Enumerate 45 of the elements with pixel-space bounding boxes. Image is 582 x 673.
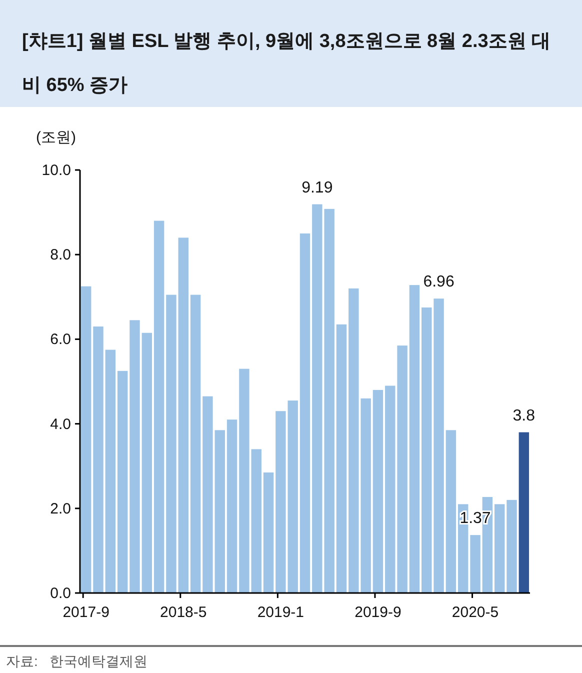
bar [336,324,347,593]
bar [202,396,213,593]
bar [446,430,456,593]
text: 자료: 한국예탁결제원 [6,653,149,671]
y-tick-label: 2.0 [50,500,71,518]
x-tick-label: 2019-9 [354,604,402,621]
bar [105,350,116,593]
bar [166,294,176,593]
y-tick-label: 4.0 [50,416,71,433]
bar [190,294,201,593]
bar [506,500,517,593]
bar [117,370,128,593]
bar [518,432,530,593]
bar [178,238,188,593]
bar [494,504,505,593]
bar [263,472,274,593]
bar [226,420,238,593]
bar [300,233,310,593]
data-label: 1.37 [460,510,491,528]
y-tick-label: 10.0 [42,162,71,179]
bar [434,298,444,593]
bar [422,307,432,593]
data-label: 3.8 [512,407,536,424]
data-label: 6.96 [423,274,454,291]
bar [385,386,396,593]
bar [397,346,408,593]
bar [130,320,140,593]
bar [154,220,164,593]
y-axis-title: (조원) [36,129,76,146]
x-tick-label: 2020-5 [452,604,499,621]
bar [470,535,480,593]
bar [409,285,420,593]
y-tick-label: 0.0 [50,585,71,602]
y-tick-label: 8.0 [50,246,71,264]
bar [142,332,152,593]
y-tick-label: 6.0 [50,331,71,348]
bar [93,326,104,593]
chart-title: [챠트1] 월별 ESL 발행 추이, 9월에 3,8조원으로 8월 2.3조원 대비 65% 증가 [22,31,551,96]
bar [214,430,225,593]
x-tick-label: 2019-1 [257,604,304,621]
data-label: 9.19 [302,179,333,196]
x-tick-label: 2018-5 [160,604,207,621]
x-tick-label: 2017-9 [62,604,110,621]
bar [80,286,92,593]
bar [372,390,384,593]
